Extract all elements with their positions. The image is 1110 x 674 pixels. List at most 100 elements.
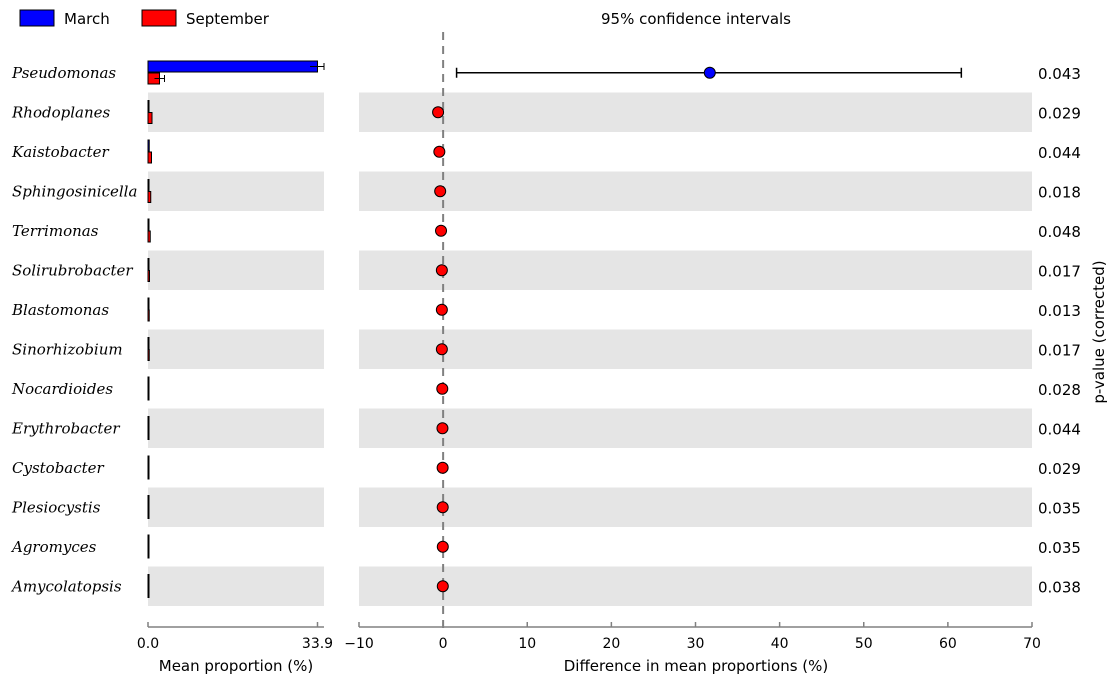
row-band-left — [148, 329, 324, 369]
ci-point — [435, 303, 448, 316]
pvalue-axis-label: p-value (corrected) — [1090, 260, 1108, 403]
p-value: 0.028 — [1038, 381, 1081, 399]
right-tick-label: 60 — [939, 636, 957, 652]
bar-march — [147, 416, 150, 428]
bar-march — [147, 218, 150, 231]
row-band-left — [148, 250, 324, 290]
p-value: 0.044 — [1038, 144, 1081, 162]
left-tick-label: 33.9 — [302, 636, 333, 652]
ci-point — [436, 382, 449, 395]
ci-point — [436, 501, 449, 514]
bar-september — [147, 309, 150, 322]
row-band-right — [359, 92, 1032, 132]
ci-points — [432, 66, 963, 593]
bar-september — [147, 151, 152, 164]
genus-label: Erythrobacter — [11, 419, 120, 437]
ci-point — [433, 145, 446, 158]
mean-proportion-axis: 0.0 33.9 — [137, 622, 333, 652]
row-band-right — [359, 566, 1032, 606]
row-band-right — [359, 408, 1032, 448]
genus-label: Pseudomonas — [11, 64, 116, 82]
bar-september — [147, 546, 150, 559]
ci-point — [435, 343, 448, 356]
row-band-right — [359, 329, 1032, 369]
genus-labels: Pseudomonas Rhodoplanes Kaistobacter Sphing… — [10, 64, 137, 596]
right-tick-label: 50 — [855, 636, 873, 652]
right-tick-label: 70 — [1023, 636, 1041, 652]
genus-label: Cystobacter — [12, 459, 105, 477]
bar-september — [147, 507, 150, 519]
p-value: 0.013 — [1038, 302, 1081, 320]
ci-point — [703, 66, 716, 79]
row-band-right — [359, 487, 1032, 527]
row-band-left — [148, 487, 324, 527]
right-tick-label: 20 — [602, 636, 620, 652]
bar-march — [147, 179, 150, 191]
bar-september — [147, 467, 150, 480]
ci-point — [435, 264, 448, 277]
left-tick-label: 0.0 — [137, 636, 159, 652]
bar-september — [147, 349, 150, 361]
p-value: 0.035 — [1038, 499, 1081, 517]
right-xlabel: Difference in mean proportions (%) — [564, 657, 829, 674]
ci-point — [434, 185, 447, 198]
row-band-left — [148, 171, 324, 211]
p-value: 0.035 — [1038, 539, 1081, 557]
p-value-labels: 0.043 0.029 0.044 0.018 0.048 0.017 0.013 0.017… — [1038, 65, 1081, 597]
p-value: 0.044 — [1038, 420, 1081, 438]
bar-september — [147, 586, 150, 598]
genus-label: Blastomonas — [11, 301, 109, 319]
p-value: 0.038 — [1038, 578, 1081, 596]
genus-label: Sphingosinicella — [12, 182, 137, 200]
bar-march — [147, 139, 150, 152]
p-value: 0.018 — [1038, 183, 1081, 201]
bar-march — [147, 297, 150, 310]
row-band-left — [148, 566, 324, 606]
row-band-right — [359, 250, 1032, 290]
genus-label: Amycolatopsis — [10, 577, 122, 595]
bar-march — [147, 534, 150, 547]
genus-label: Solirubrobacter — [12, 261, 133, 279]
ci-point — [435, 224, 448, 237]
ci-point — [436, 422, 449, 435]
genus-label: Plesiocystis — [11, 498, 101, 516]
bar-september — [147, 112, 153, 124]
genus-label: Agromyces — [10, 538, 97, 556]
bar-september — [147, 191, 152, 203]
bar-march — [147, 100, 150, 112]
legend-swatch-september — [141, 9, 177, 27]
genus-label: Nocardioides — [11, 380, 113, 398]
legend: March September — [19, 9, 270, 28]
right-tick-label: 0 — [439, 636, 448, 652]
row-bands — [148, 92, 1032, 606]
row-band-left — [148, 408, 324, 448]
bar-september — [147, 428, 150, 440]
legend-label-september: September — [186, 10, 270, 28]
bar-march — [147, 455, 150, 468]
genus-label: Kaistobacter — [11, 143, 110, 161]
ci-point — [436, 580, 449, 593]
p-value: 0.017 — [1038, 341, 1081, 359]
p-value: 0.029 — [1038, 104, 1081, 122]
difference-axis: −10 0 10 20 30 40 50 60 70 — [344, 622, 1041, 652]
right-tick-label: −10 — [344, 636, 374, 652]
right-tick-label: 30 — [687, 636, 705, 652]
mean-proportion-bars — [147, 60, 325, 598]
ci-title: 95% confidence intervals — [601, 10, 791, 28]
bar-september — [147, 388, 150, 401]
genus-label: Sinorhizobium — [12, 340, 123, 358]
row-band-left — [148, 92, 324, 132]
bar-september — [147, 270, 150, 282]
legend-label-march: March — [64, 10, 110, 28]
row-band-right — [359, 171, 1032, 211]
ci-point — [432, 106, 445, 119]
p-value: 0.017 — [1038, 262, 1081, 280]
p-value: 0.029 — [1038, 460, 1081, 478]
legend-swatch-march — [19, 9, 55, 27]
ci-point — [436, 461, 449, 474]
bar-march — [147, 60, 318, 73]
right-tick-label: 10 — [518, 636, 536, 652]
ci-point — [436, 540, 449, 553]
bar-march — [147, 574, 150, 586]
